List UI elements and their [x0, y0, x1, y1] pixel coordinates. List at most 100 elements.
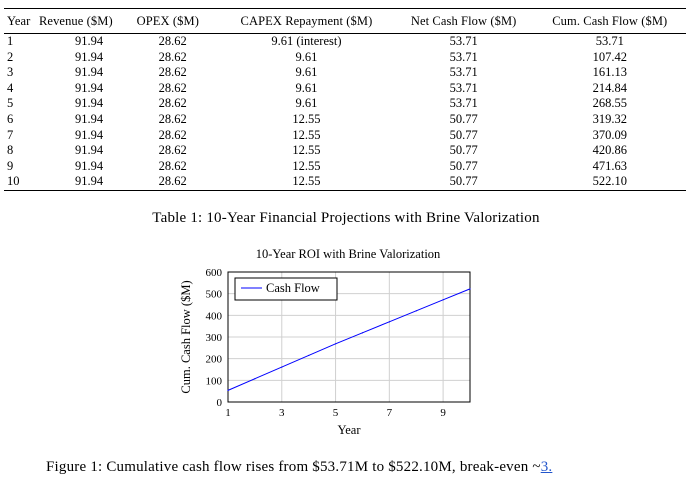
plot-frame — [227, 271, 471, 403]
table-row: 6 91.94 28.62 12.55 50.77 319.32 — [4, 112, 686, 128]
table-row: 8 91.94 28.62 12.55 50.77 420.86 — [4, 143, 686, 159]
data-point — [308, 354, 310, 357]
data-point — [334, 343, 337, 345]
y-tick-label: 100 — [206, 375, 223, 387]
cell-cum-cash-flow: 107.42 — [592, 49, 627, 64]
y-tick-label: 500 — [206, 289, 223, 301]
x-tick-label: 7 — [387, 407, 393, 419]
cell-cum-cash-flow: 214.84 — [592, 80, 627, 95]
cell-year: 3 — [7, 65, 14, 80]
table-header-row: Year Revenue ($M) OPEX ($M) CAPEX Repaym… — [4, 8, 686, 34]
header-revenue: Revenue ($M) — [39, 13, 113, 28]
y-tick-label: 200 — [206, 354, 223, 366]
cell-revenue: 91.94 — [75, 65, 104, 80]
header-cum-cash-flow: Cum. Cash Flow ($M) — [552, 13, 668, 28]
cell-cum-cash-flow: 471.63 — [592, 158, 627, 173]
series-line-cash-flow — [227, 288, 471, 391]
cell-opex: 28.62 — [158, 49, 187, 64]
cell-year: 10 — [7, 174, 20, 189]
cell-opex: 28.62 — [158, 65, 187, 80]
figure-caption-link[interactable]: 3. — [540, 459, 553, 475]
cell-cum-cash-flow: 53.71 — [595, 34, 624, 48]
cell-revenue: 91.94 — [75, 143, 104, 158]
cell-capex: 9.61 — [295, 65, 318, 80]
cell-cum-cash-flow: 268.55 — [592, 96, 627, 111]
data-point — [281, 366, 283, 368]
cell-opex: 28.62 — [158, 96, 187, 111]
cell-opex: 28.62 — [158, 174, 187, 189]
x-tick-label: 1 — [225, 407, 231, 419]
cell-net-cash-flow: 50.77 — [449, 127, 478, 142]
cell-revenue: 91.94 — [75, 96, 104, 111]
cell-capex: 9.61 — [295, 96, 318, 111]
cell-opex: 28.62 — [158, 127, 187, 142]
table-row: 4 91.94 28.62 9.61 53.71 214.84 — [4, 81, 686, 97]
cell-opex: 28.62 — [158, 111, 187, 126]
chart-title: 10-Year ROI with Brine Valorization — [256, 247, 441, 261]
cell-net-cash-flow: 53.71 — [449, 34, 478, 48]
cell-revenue: 91.94 — [75, 34, 104, 48]
cell-opex: 28.62 — [158, 158, 187, 173]
cell-revenue: 91.94 — [75, 80, 104, 95]
x-axis-ticks: 1 3 5 7 9 — [225, 407, 446, 419]
header-opex: OPEX ($M) — [136, 13, 199, 28]
data-point — [442, 299, 444, 301]
cell-net-cash-flow: 50.77 — [449, 174, 478, 189]
cell-revenue: 91.94 — [75, 49, 104, 64]
cell-cum-cash-flow: 161.13 — [592, 65, 627, 80]
chart-legend: Cash Flow — [234, 277, 338, 301]
cell-net-cash-flow: 53.71 — [449, 80, 478, 95]
data-point — [361, 332, 364, 334]
data-point — [254, 378, 256, 380]
cell-revenue: 91.94 — [75, 158, 104, 173]
cell-cum-cash-flow: 420.86 — [592, 143, 627, 158]
table-row: 7 91.94 28.62 12.55 50.77 370.09 — [4, 128, 686, 144]
cell-revenue: 91.94 — [75, 111, 104, 126]
cell-year: 9 — [7, 158, 14, 173]
cell-net-cash-flow: 53.71 — [449, 65, 478, 80]
cell-capex: 12.55 — [292, 143, 321, 158]
x-tick-label: 5 — [333, 407, 339, 419]
header-capex: CAPEX Repayment ($M) — [240, 13, 373, 28]
cell-opex: 28.62 — [158, 34, 187, 48]
table-row: 3 91.94 28.62 9.61 53.71 161.13 — [4, 65, 686, 81]
cell-net-cash-flow: 50.77 — [449, 111, 478, 126]
cell-capex: 12.55 — [292, 127, 321, 142]
cell-year: 2 — [7, 49, 14, 64]
series-points — [227, 288, 471, 391]
y-axis-label: Cum. Cash Flow ($M) — [179, 280, 193, 393]
data-point — [415, 310, 417, 312]
x-tick-label: 3 — [279, 407, 285, 419]
table-row: 2 91.94 28.62 9.61 53.71 107.42 — [4, 50, 686, 66]
cell-capex: 12.55 — [292, 158, 321, 173]
table-row: 10 91.94 28.62 12.55 50.77 522.10 — [4, 174, 686, 191]
cell-capex: 9.61 — [295, 80, 318, 95]
cell-net-cash-flow: 53.71 — [449, 49, 478, 64]
y-tick-label: 0 — [217, 397, 223, 409]
data-point — [227, 389, 229, 391]
y-tick-label: 600 — [206, 267, 223, 279]
data-point — [469, 288, 471, 290]
cell-year: 7 — [7, 127, 14, 142]
cell-year: 6 — [7, 111, 14, 126]
cash-flow-chart: 10-Year ROI with Brine Valorization 0 100… — [179, 247, 471, 437]
cell-net-cash-flow: 50.77 — [449, 158, 478, 173]
table-caption: Table 1: 10-Year Financial Projections w… — [152, 210, 540, 226]
cell-capex: 12.55 — [292, 174, 321, 189]
cell-capex: 9.61 — [295, 49, 318, 64]
table-row: 9 91.94 28.62 12.55 50.77 471.63 — [4, 159, 686, 175]
legend-label: Cash Flow — [266, 281, 320, 295]
cell-opex: 28.62 — [158, 143, 187, 158]
x-tick-label: 9 — [440, 407, 446, 419]
figure-caption-text: Figure 1: Cumulative cash flow rises fro… — [46, 459, 541, 475]
cell-cum-cash-flow: 522.10 — [592, 174, 627, 189]
legend-box — [234, 277, 338, 301]
y-tick-label: 400 — [206, 310, 223, 322]
cell-opex: 28.62 — [158, 80, 187, 95]
data-point — [388, 321, 390, 323]
cell-year: 1 — [7, 34, 14, 48]
y-tick-label: 300 — [206, 332, 223, 344]
table-row: 1 91.94 28.62 9.61 (interest) 53.71 53.71 — [4, 34, 686, 50]
cell-net-cash-flow: 50.77 — [449, 143, 478, 158]
cell-year: 8 — [7, 143, 14, 158]
